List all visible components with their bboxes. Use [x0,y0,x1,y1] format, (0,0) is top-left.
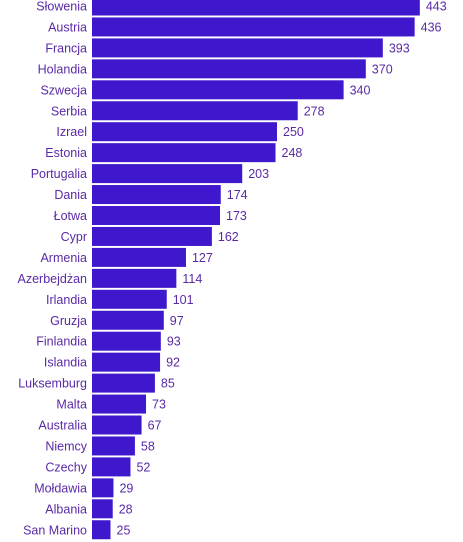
bar [92,206,221,225]
bar [92,289,167,309]
value-label: 93 [167,335,181,349]
value-label: 393 [389,41,410,55]
value-label: 436 [421,20,442,34]
value-label: 370 [372,62,393,76]
category-label: Gruzja [50,314,87,328]
bar [92,310,164,330]
category-label: Azerbejdżan [18,272,88,286]
value-label: 28 [119,502,133,516]
value-label: 173 [226,209,247,223]
category-label: Malta [56,398,87,412]
category-label: Słowenia [36,0,87,14]
category-label: Szwecja [40,83,87,97]
value-label: 97 [170,314,184,328]
category-label: Finlandia [36,335,87,349]
category-labels-group: Słowenia Austria Francja Holandia Szwecja Ser… [18,0,88,537]
category-label: Francja [45,41,87,55]
bar [92,101,298,121]
category-label: Izrael [56,125,87,139]
value-label: 248 [282,146,303,160]
bar [92,373,155,393]
category-label: Portugalia [31,167,87,181]
category-label: Estonia [45,146,87,160]
bar [92,436,135,456]
category-label: Czechy [45,460,87,474]
bar [92,457,131,477]
value-label: 203 [248,167,269,181]
value-label: 58 [141,439,155,453]
category-label: Łotwa [54,209,87,223]
bar [92,185,221,205]
value-label: 92 [166,356,180,370]
bar [92,520,111,540]
bar [92,0,420,16]
category-label: Austria [48,20,87,34]
bar [92,38,383,58]
category-label: Dania [54,188,87,202]
bars-group [92,0,420,540]
bar [92,59,366,79]
bar [92,122,277,142]
value-label: 73 [152,398,166,412]
category-label: Cypr [61,230,87,244]
bar [92,80,344,100]
value-label: 114 [182,272,202,286]
category-label: Islandia [44,356,87,370]
category-label: Niemcy [45,439,87,453]
value-label: 250 [283,125,304,139]
value-label: 101 [173,293,194,307]
value-label: 174 [227,188,248,202]
bar [92,17,415,37]
bar [92,478,114,498]
bar [92,415,142,435]
category-label: Luksemburg [18,377,87,391]
bar [92,164,243,184]
category-label: Mołdawia [34,481,87,495]
value-label: 25 [117,523,131,537]
category-label: Serbia [51,104,87,118]
value-label: 67 [148,419,162,433]
bar [92,394,147,414]
value-label: 52 [136,460,150,474]
category-label: Irlandia [46,293,87,307]
category-label: Australia [38,419,87,433]
value-label: 29 [119,481,133,495]
category-label: San Marino [23,523,87,537]
value-label: 340 [350,83,371,97]
value-label: 162 [218,230,239,244]
value-label: 443 [426,0,447,14]
category-label: Holandia [38,62,87,76]
bar [92,352,161,372]
category-label: Armenia [40,251,87,265]
bar [92,499,113,519]
bar [92,268,177,288]
bar [92,247,186,267]
bar [92,143,276,163]
value-label: 278 [304,104,325,118]
bar [92,331,161,351]
value-label: 85 [161,377,175,391]
bar [92,226,212,246]
value-label: 127 [192,251,213,265]
category-label: Albania [45,502,87,516]
